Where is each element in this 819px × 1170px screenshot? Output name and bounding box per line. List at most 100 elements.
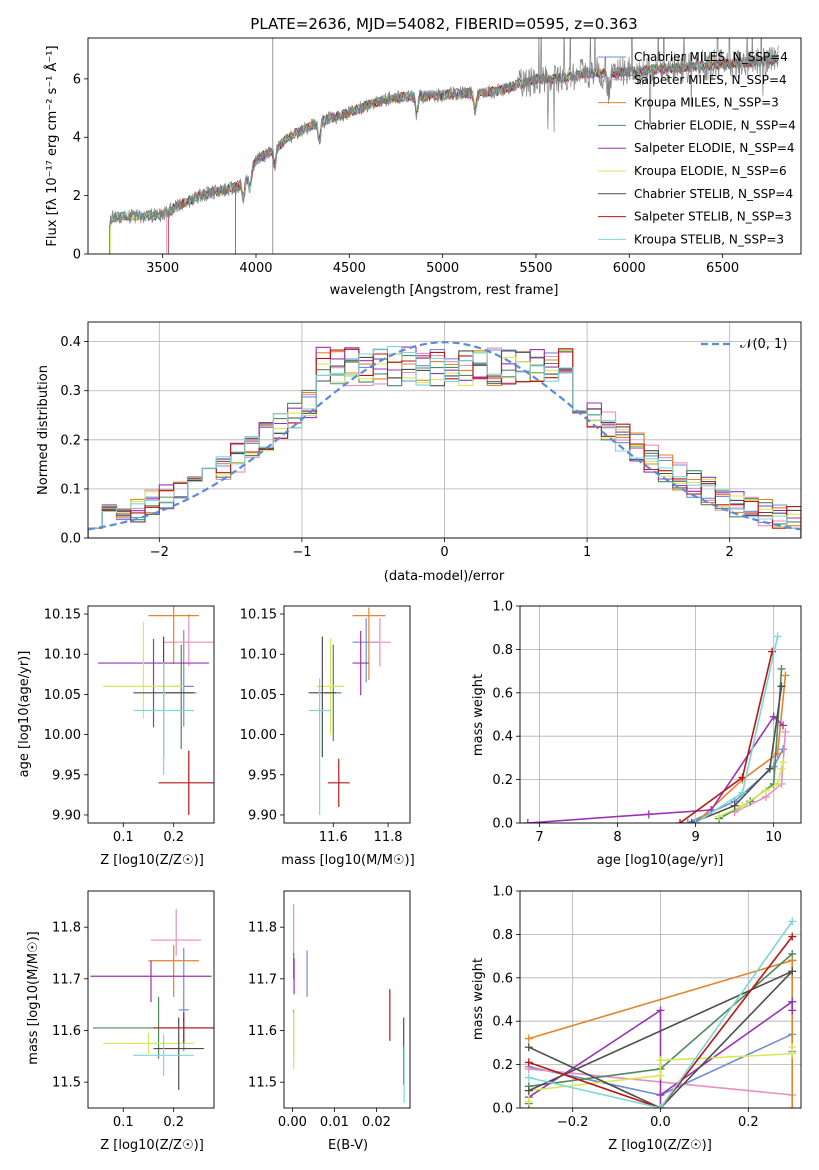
axes-frame bbox=[87, 321, 802, 539]
y-tick-label: 0.0 bbox=[492, 1102, 513, 1117]
wAge-xlabel: age [log10(age/yr)] bbox=[597, 853, 724, 868]
y-tick-label: 10.15 bbox=[240, 608, 277, 623]
axes-frame bbox=[87, 605, 215, 824]
x-tick-label: 7 bbox=[535, 830, 543, 845]
y-tick-label: 0.4 bbox=[60, 335, 81, 350]
legend-entry: Salpeter ELODIE, N_SSP=4 bbox=[634, 141, 795, 155]
data-point-marker bbox=[656, 1006, 665, 1015]
observed-spectrum-line bbox=[109, 38, 779, 254]
data-point-marker bbox=[730, 801, 739, 810]
y-tick-label: 0.1 bbox=[60, 482, 81, 497]
mass-vs-reddening-panel: 0.00 0.01 0.02 11.5 11.6 11.7 11.8 bbox=[248, 890, 411, 1130]
data-point-marker bbox=[676, 819, 685, 823]
x-tick-label: 0.2 bbox=[163, 830, 184, 845]
errorbar-group bbox=[90, 909, 214, 1090]
series-line bbox=[528, 970, 793, 1108]
axes-frame bbox=[519, 605, 802, 824]
spectrum-title: PLATE=2636, MJD=54082, FIBERID=0595, z=0… bbox=[250, 15, 637, 33]
legend-entry: Kroupa MILES, N_SSP=3 bbox=[634, 96, 779, 110]
data-point-marker bbox=[788, 1043, 797, 1052]
legend-entry: Chabrier MILES, N_SSP=4 bbox=[634, 50, 788, 64]
y-tick-label: 11.5 bbox=[52, 1076, 81, 1091]
weight-vs-metallicity-panel: −0.2 0.0 0.2 0.0 0.2 0.4 0.6 0.8 1.0 bbox=[492, 885, 802, 1130]
x-tick-label: 4000 bbox=[239, 261, 272, 276]
y-tick-label: 11.6 bbox=[52, 1024, 81, 1039]
data-point-marker bbox=[788, 949, 797, 958]
y-tick-label: 11.6 bbox=[248, 1024, 277, 1039]
errorbar-group bbox=[98, 606, 214, 815]
data-point-marker bbox=[524, 1086, 533, 1095]
y-tick-label: 0.6 bbox=[492, 971, 513, 986]
y-tick-label: 9.95 bbox=[248, 768, 277, 783]
axes-frame bbox=[283, 605, 411, 824]
spectrum-lines bbox=[109, 38, 779, 254]
residual-ylabel: Normed distribution bbox=[36, 365, 51, 495]
data-point-marker bbox=[779, 758, 788, 767]
y-tick-label: 9.90 bbox=[52, 808, 81, 823]
y-tick-label: 0.0 bbox=[60, 532, 81, 547]
x-tick-label: 0.0 bbox=[650, 1115, 671, 1130]
histogram-step bbox=[88, 346, 801, 538]
axes-frame bbox=[283, 890, 411, 1109]
data-point-marker bbox=[773, 779, 782, 788]
x-tick-label: 5500 bbox=[519, 261, 552, 276]
histogram-group bbox=[88, 341, 801, 538]
x-tick-label: 0.01 bbox=[320, 1115, 349, 1130]
series-line bbox=[695, 675, 787, 823]
x-tick-label: 0 bbox=[440, 545, 448, 560]
x-tick-label: 6000 bbox=[613, 261, 646, 276]
ageZ-ylabel: age [log10(age/yr)] bbox=[17, 651, 32, 778]
wZ-ylabel: mass weight bbox=[471, 958, 486, 1040]
y-tick-label: 0.6 bbox=[492, 686, 513, 701]
data-point-marker bbox=[715, 812, 724, 821]
data-point-marker bbox=[691, 819, 700, 823]
y-tick-label: 0.0 bbox=[492, 817, 513, 832]
y-tick-label: 11.8 bbox=[52, 921, 81, 936]
y-tick-label: 9.90 bbox=[248, 808, 277, 823]
x-tick-label: 5000 bbox=[426, 261, 459, 276]
y-tick-label: 0.8 bbox=[492, 643, 513, 658]
residual-panel: −2 −1 0 1 2 0.0 0.1 0.2 0.3 0.4 bbox=[60, 321, 802, 560]
y-tick-label: 10.15 bbox=[44, 608, 81, 623]
y-tick-label: 11.5 bbox=[248, 1076, 277, 1091]
x-tick-label: −0.2 bbox=[557, 1115, 589, 1130]
errorbar-group bbox=[293, 903, 405, 1103]
y-tick-label: 10.05 bbox=[44, 688, 81, 703]
y-tick-label: 0.2 bbox=[492, 773, 513, 788]
data-point-marker bbox=[656, 1104, 665, 1108]
data-point-marker bbox=[777, 764, 786, 773]
massE-xlabel: E(B-V) bbox=[328, 1138, 368, 1153]
spectrum-panel: 3500 4000 4500 5000 5500 6000 6500 0 2 4 6 Chabrier… bbox=[73, 37, 802, 276]
data-point-marker bbox=[524, 1043, 533, 1052]
series-line bbox=[528, 920, 793, 1108]
x-tick-label: 0.2 bbox=[163, 1115, 184, 1130]
series-line bbox=[528, 936, 793, 1108]
y-tick-label: 2 bbox=[73, 189, 81, 204]
mass-vs-metallicity-panel: 0.1 0.2 11.5 11.6 11.7 11.8 bbox=[52, 890, 215, 1130]
wZ-xlabel: Z [log10(Z/Z☉)] bbox=[608, 1138, 712, 1153]
y-tick-label: 0.2 bbox=[492, 1058, 513, 1073]
legend-entry: Kroupa STELIB, N_SSP=3 bbox=[634, 232, 784, 246]
data-point-marker bbox=[761, 786, 770, 795]
x-tick-label: 1 bbox=[583, 545, 591, 560]
data-point-marker bbox=[773, 632, 782, 641]
legend-entry: Salpeter STELIB, N_SSP=3 bbox=[634, 210, 792, 224]
x-tick-label: 6500 bbox=[706, 261, 739, 276]
ageM-xlabel: mass [log10(M/M☉)] bbox=[281, 853, 414, 868]
y-tick-label: 0.8 bbox=[492, 928, 513, 943]
series-group bbox=[523, 632, 790, 823]
data-point-marker bbox=[788, 1104, 797, 1108]
legend-entry: Chabrier STELIB, N_SSP=4 bbox=[634, 187, 793, 201]
age-vs-metallicity-panel: 0.1 0.2 9.90 9.95 10.00 10.05 10.10 10.15 bbox=[44, 605, 215, 845]
series-line bbox=[679, 651, 773, 823]
y-tick-label: 0.3 bbox=[60, 384, 81, 399]
x-tick-label: 0.1 bbox=[113, 830, 134, 845]
x-tick-label: −2 bbox=[150, 545, 169, 560]
series-line bbox=[528, 959, 794, 1108]
data-point-marker bbox=[779, 745, 788, 754]
data-point-marker bbox=[788, 1006, 797, 1015]
x-tick-label: 9 bbox=[691, 830, 699, 845]
residual-xlabel: (data-model)/error bbox=[384, 569, 505, 584]
data-point-marker bbox=[777, 664, 786, 673]
